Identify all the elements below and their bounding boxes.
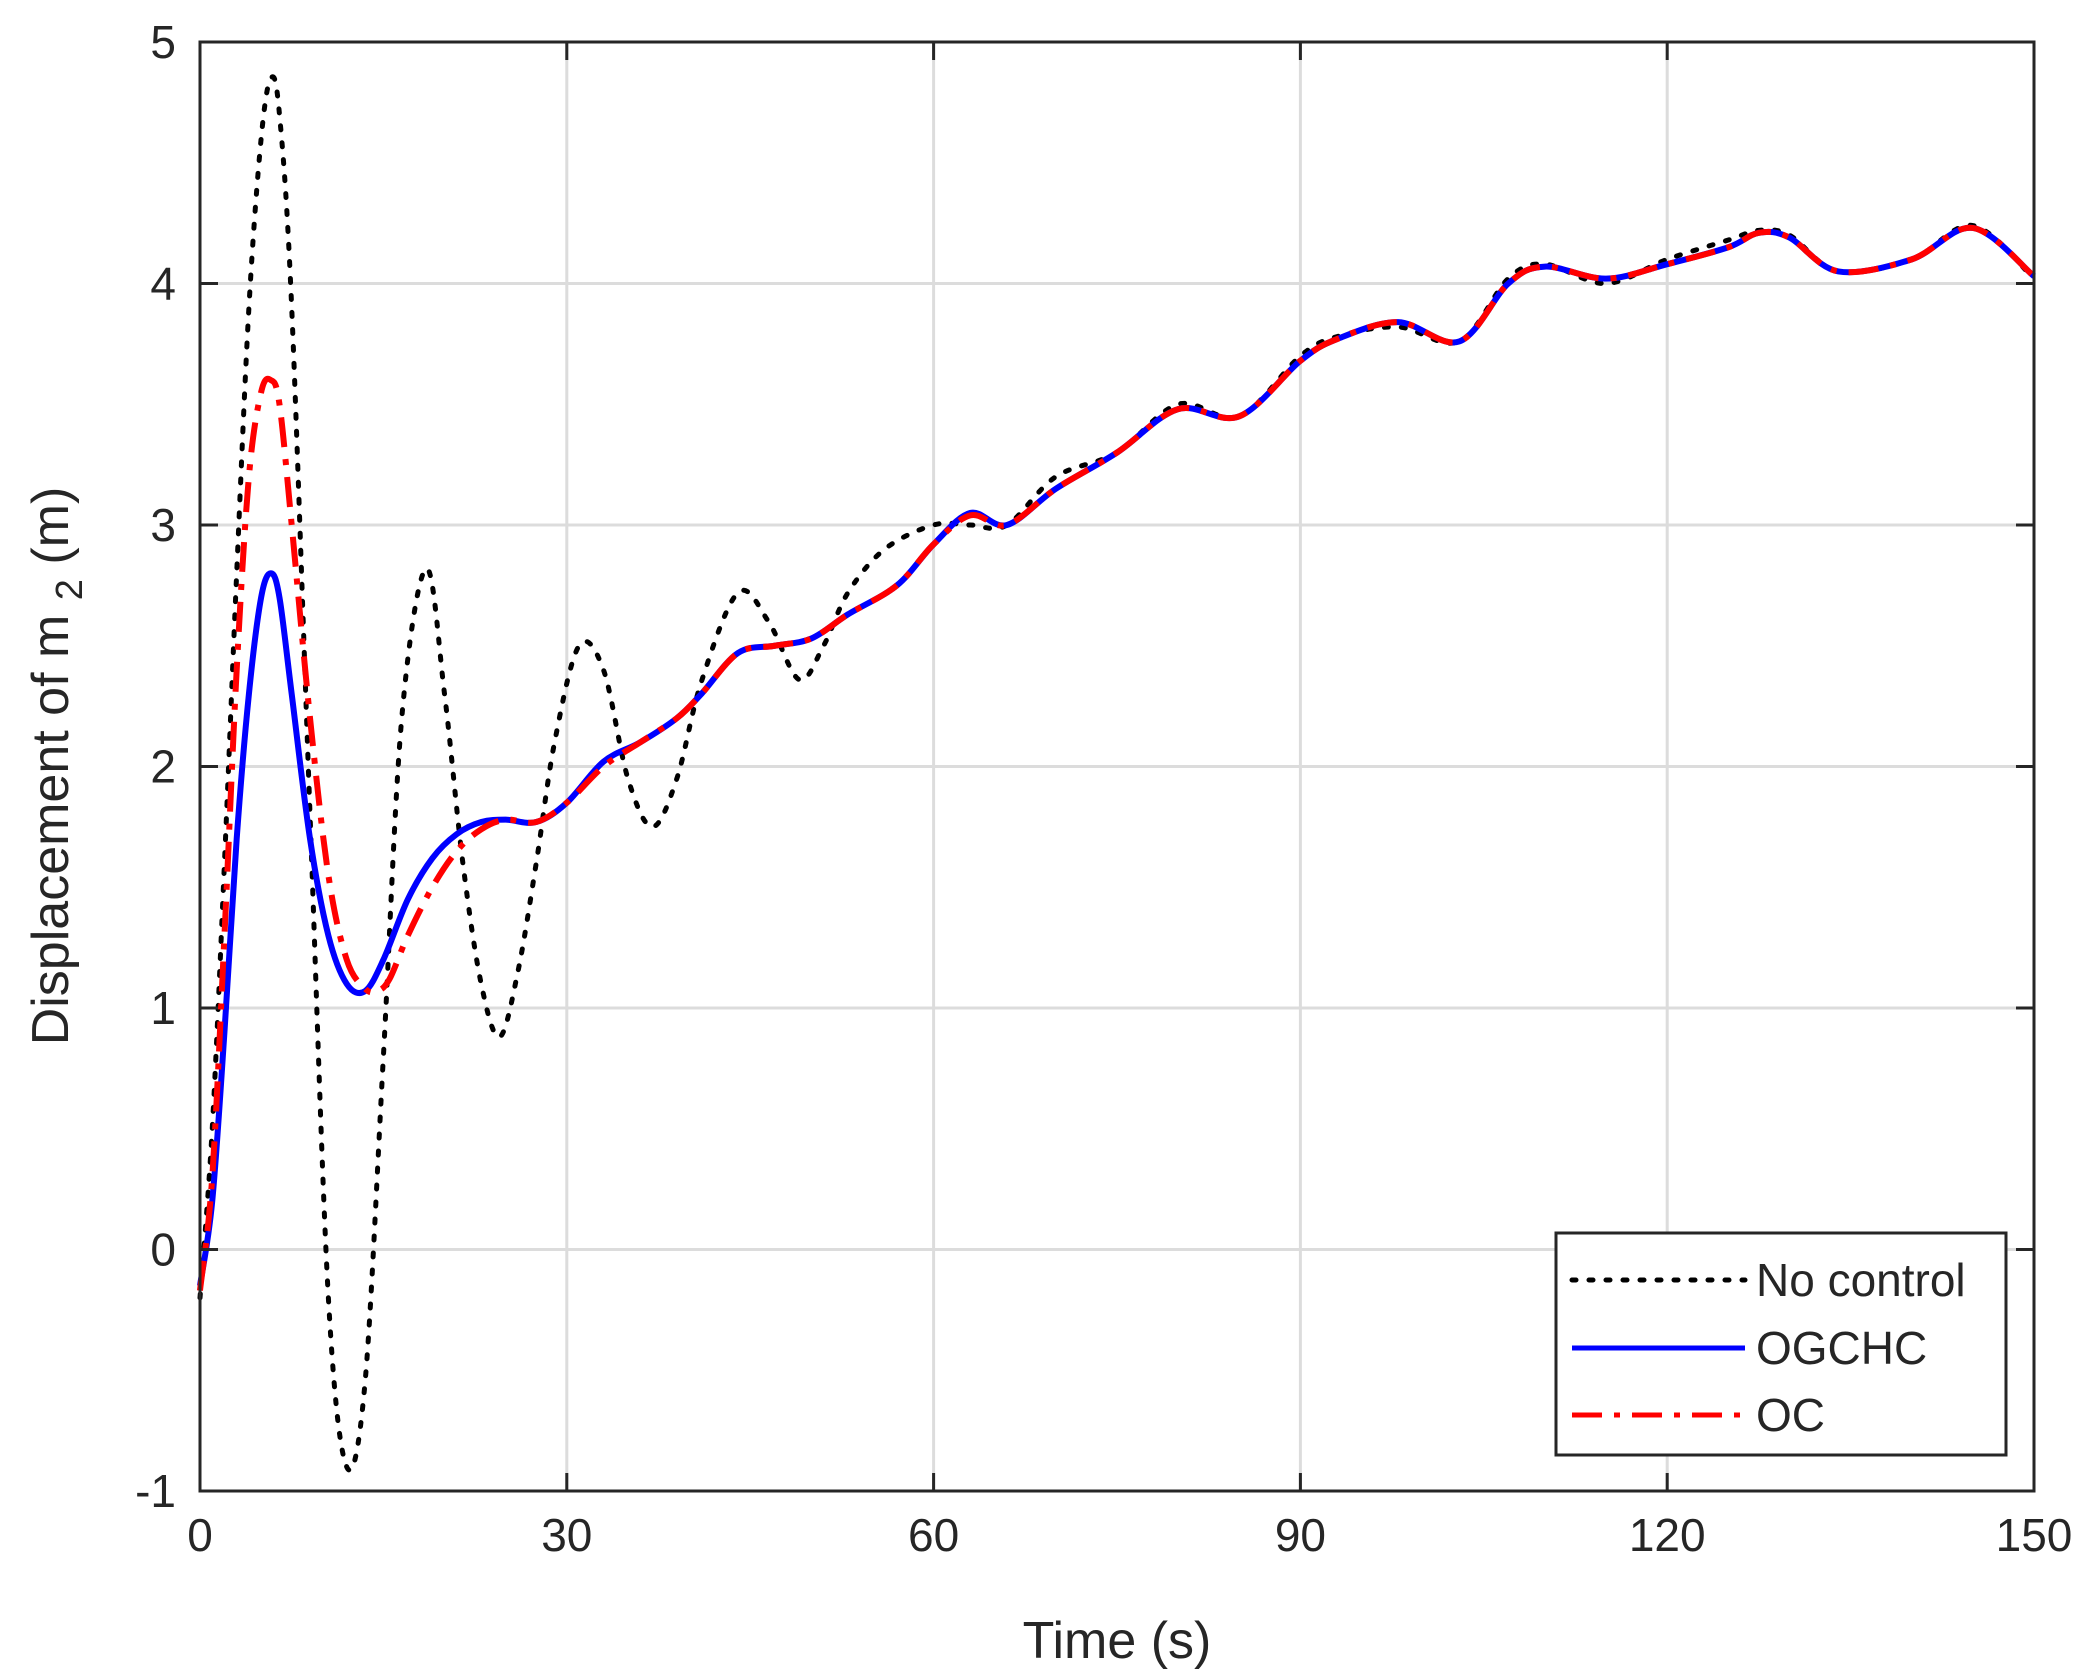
y-tick-label: 4 [150,258,176,310]
y-tick-label: 1 [150,982,176,1034]
x-tick-label: 150 [1996,1509,2073,1561]
x-axis-label: Time (s) [1023,1612,1212,1670]
y-axis-label-main: Displacement of m [22,615,80,1046]
series-line-oc [197,224,2036,1291]
y-tick-label: 2 [150,741,176,793]
y-tick-labels: -1 0 1 2 3 4 5 [135,16,176,1517]
x-tick-label: 120 [1629,1509,1706,1561]
y-axis-label-unit: (m) [22,487,80,565]
legend-label-ogchc: OGCHC [1756,1322,1927,1374]
legend-label-no-control: No control [1756,1254,1966,1306]
tick-marks [198,40,2036,1493]
y-tick-label: -1 [135,1465,176,1517]
x-tick-labels: 0 30 60 90 120 150 [187,1509,2072,1561]
y-axis-label-subscript: 2 [49,579,91,600]
y-tick-label: 3 [150,499,176,551]
series-lines [197,74,2037,1473]
x-tick-label: 30 [541,1509,592,1561]
y-tick-label: 5 [150,16,176,68]
y-axis-label: Displacement of m 2 (m) [22,487,94,1046]
legend: No control OGCHC OC [1554,1231,2008,1457]
series-line-no-control [197,74,2037,1473]
x-tick-label: 60 [908,1509,959,1561]
legend-box [1554,1231,2008,1457]
x-tick-label: 90 [1275,1509,1326,1561]
y-tick-label: 0 [150,1224,176,1276]
x-tick-label: 0 [187,1509,213,1561]
legend-label-oc: OC [1756,1389,1825,1441]
